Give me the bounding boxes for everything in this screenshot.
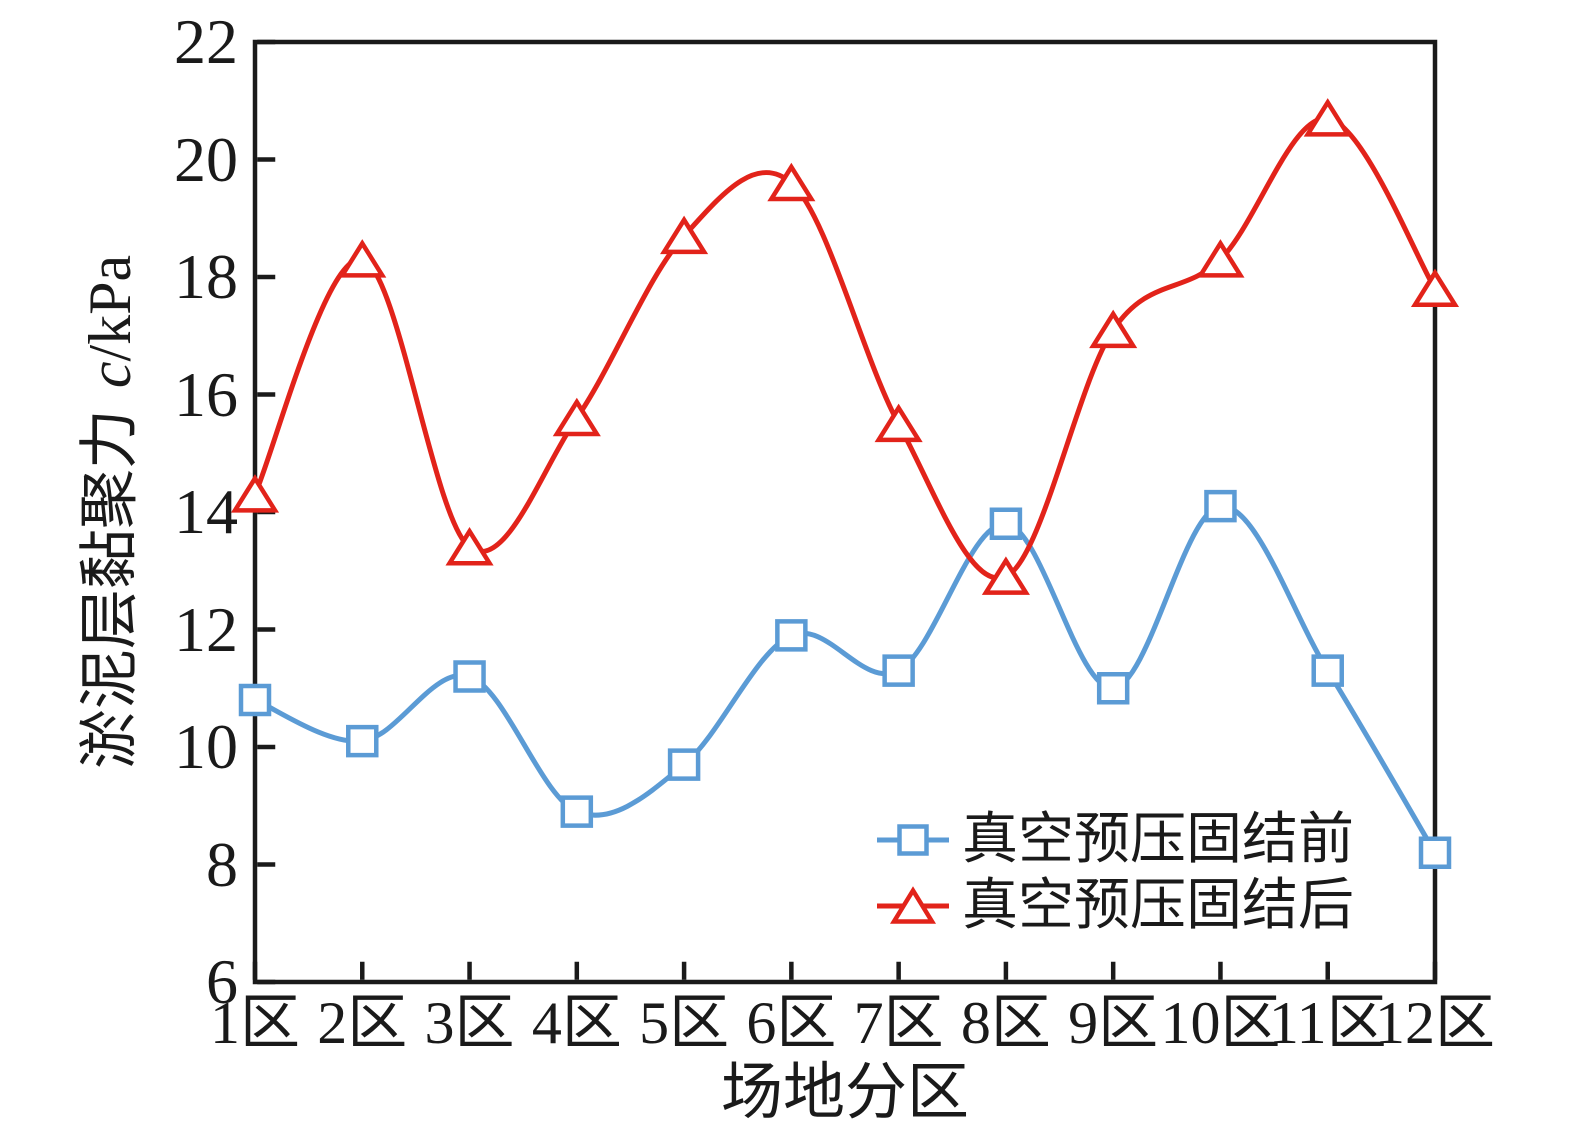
y-tick-label: 18 <box>174 241 238 312</box>
x-tick-label: 11区 <box>1268 990 1387 1056</box>
y-tick-label: 16 <box>174 358 238 430</box>
y-tick-label: 22 <box>174 6 238 77</box>
data-point-square-marker <box>453 660 486 693</box>
data-point-triangle-marker <box>338 239 387 278</box>
data-point-triangle-marker <box>1196 239 1245 278</box>
data-point-square-marker <box>1204 489 1237 523</box>
x-tick-label: 7区 <box>853 990 944 1056</box>
y-axis-unit: /kPa <box>77 254 143 362</box>
data-point-square-marker <box>346 724 379 758</box>
y-axis-variable-symbol: c <box>77 361 143 389</box>
x-tick-label: 4区 <box>531 990 622 1056</box>
y-tick-label: 6 <box>206 946 238 1017</box>
data-point-square-marker <box>989 507 1023 540</box>
data-point-square-marker <box>882 654 915 687</box>
data-point-square-marker <box>560 795 594 828</box>
data-point-triangle-marker <box>1410 268 1460 307</box>
data-point-square-marker <box>1311 654 1344 687</box>
x-tick-label: 1区 <box>210 990 300 1056</box>
data-point-square-marker <box>238 683 272 717</box>
data-point-triangle-marker <box>1089 309 1138 349</box>
y-tick-label: 10 <box>174 711 238 782</box>
series-line-after <box>252 115 1438 581</box>
legend-label-before: 真空预压固结前 <box>962 809 1354 871</box>
x-tick-label: 8区 <box>960 990 1051 1056</box>
y-axis-title-text: 淤泥层黏聚力 <box>77 409 143 770</box>
data-point-triangle-marker <box>874 403 923 443</box>
x-tick-label: 2区 <box>317 990 408 1056</box>
x-axis-title: 场地分区 <box>720 1059 970 1127</box>
data-point-triangle-marker <box>767 162 816 202</box>
legend-item-before: 真空预压固结前 <box>877 812 1354 868</box>
data-point-triangle-marker <box>230 474 280 513</box>
y-axis-title: 淤泥层黏聚力 c/kPa <box>77 254 143 770</box>
legend-square-glyph <box>897 824 929 856</box>
legend-square-marker-icon <box>877 824 949 856</box>
y-tick-label: 8 <box>206 828 238 900</box>
legend-label-after: 真空预压固结后 <box>962 875 1354 937</box>
y-tick-label: 20 <box>174 123 238 195</box>
legend-item-after: 真空预压固结后 <box>877 878 1354 934</box>
data-point-triangle-marker <box>552 397 601 437</box>
x-tick-label: 5区 <box>639 990 730 1056</box>
legend-triangle-glyph <box>889 886 937 924</box>
x-tick-label: 6区 <box>746 990 837 1056</box>
data-point-triangle-marker <box>660 215 709 255</box>
data-point-square-marker <box>1418 836 1452 869</box>
data-point-square-marker <box>1096 672 1130 705</box>
data-point-triangle-marker <box>445 527 494 566</box>
data-point-square-marker <box>775 619 808 652</box>
data-point-square-marker <box>667 748 701 781</box>
data-point-triangle-marker <box>981 556 1030 595</box>
legend-triangle-marker-icon <box>877 886 949 924</box>
x-tick-label: 10区 <box>1160 990 1281 1056</box>
series-line-before <box>252 503 1438 856</box>
x-tick-label: 12区 <box>1375 990 1495 1056</box>
x-tick-label: 9区 <box>1068 990 1159 1056</box>
y-tick-label: 14 <box>174 476 238 547</box>
y-tick-label: 12 <box>174 593 238 665</box>
x-tick-label: 3区 <box>424 990 515 1056</box>
data-point-triangle-marker <box>1303 98 1352 137</box>
